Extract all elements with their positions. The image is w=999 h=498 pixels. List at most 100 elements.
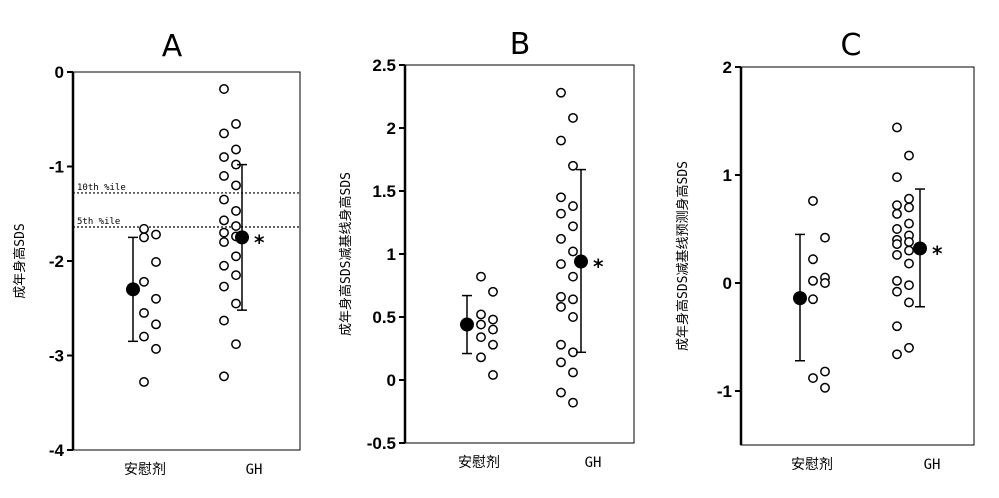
- chart-panel-c: C 2 1 0 -1 成年身高SDS减基线预测身高SDS 安慰剂 GH *: [665, 0, 999, 498]
- reference-line-label: 5th %ile: [77, 217, 120, 227]
- data-point: [568, 367, 578, 378]
- y-tick-label: -1: [717, 382, 732, 401]
- data-point: [904, 342, 914, 353]
- data-point: [892, 224, 902, 234]
- data-point: [151, 343, 161, 354]
- y-tick-label: 1: [387, 245, 396, 264]
- y-tick-label: -1: [49, 158, 64, 177]
- data-point: [820, 278, 830, 288]
- data-point: [892, 122, 902, 133]
- data-point: [568, 347, 578, 358]
- data-point: [476, 271, 486, 282]
- chart-svg-b: B 2.5 2 1.5 1 0.5 0 -0.5 成年身高SDS减基线身高SDS 安慰剂 GH *: [338, 27, 635, 471]
- data-point: [568, 271, 578, 282]
- y-tick-label: 2: [387, 119, 396, 138]
- data-point: [556, 192, 566, 203]
- data-point: [488, 324, 498, 335]
- data-point: [556, 208, 566, 219]
- data-point: [219, 215, 229, 226]
- data-point: [904, 150, 914, 161]
- data-point: [556, 387, 566, 398]
- data-point: [556, 233, 566, 244]
- plot-frame: [72, 71, 301, 451]
- y-tick-label: 0: [723, 274, 732, 293]
- data-point: [568, 221, 578, 232]
- mean-marker: [460, 317, 474, 332]
- data-point: [231, 221, 241, 231]
- significance-marker: *: [593, 255, 604, 279]
- data-point: [808, 195, 818, 206]
- y-tick-label: 0.5: [372, 308, 396, 327]
- data-point: [231, 339, 241, 350]
- y-tick-label: -4: [49, 441, 65, 460]
- data-point: [556, 87, 566, 98]
- data-point: [488, 339, 498, 350]
- y-tick-label: 0: [55, 63, 64, 82]
- data-point: [219, 281, 229, 292]
- data-point: [219, 227, 229, 238]
- data-point: [904, 218, 914, 229]
- data-point: [231, 205, 241, 216]
- chart-svg-c: C 2 1 0 -1 成年身高SDS减基线预测身高SDS 安慰剂 GH *: [675, 28, 975, 473]
- panel-title: B: [510, 27, 531, 62]
- panel-title: C: [841, 28, 862, 63]
- data-point: [892, 249, 902, 260]
- data-point: [892, 200, 902, 211]
- data-point: [820, 382, 830, 393]
- data-point: [556, 291, 566, 302]
- data-point: [139, 331, 149, 342]
- data-point: [556, 135, 566, 146]
- data-point: [892, 286, 902, 297]
- x-category-label: GH: [585, 455, 602, 471]
- chart-panel-b: B 2.5 2 1.5 1 0.5 0 -0.5 成年身高SDS减基线身高SDS 安慰剂 GH *: [330, 0, 665, 498]
- data-point: [808, 294, 818, 305]
- x-category-label: 安慰剂: [458, 454, 500, 471]
- data-point: [892, 239, 902, 250]
- mean-marker: [126, 282, 140, 297]
- data-point: [476, 352, 486, 363]
- data-point: [219, 152, 229, 163]
- data-point: [219, 260, 229, 271]
- y-axis-label: 成年身高SDS: [12, 223, 28, 298]
- significance-marker: *: [932, 241, 943, 265]
- mean-marker: [574, 254, 588, 269]
- x-category-label: 安慰剂: [124, 461, 166, 478]
- y-axis-label: 成年身高SDS减基线预测身高SDS: [675, 161, 691, 351]
- data-point: [556, 259, 566, 270]
- x-category-label: GH: [924, 457, 941, 473]
- data-point: [568, 312, 578, 322]
- data-point: [231, 298, 241, 309]
- data-point: [219, 128, 229, 139]
- data-point: [488, 314, 498, 325]
- data-point: [219, 237, 229, 248]
- data-point: [219, 171, 229, 181]
- chart-svg-a: A 0 -1 -2 -3 -4 成年身高SDS 安慰剂 GH 10th %ile 5th %ile *: [12, 29, 301, 478]
- y-tick-label: 2: [723, 58, 732, 77]
- data-point: [892, 275, 902, 286]
- y-tick-label: 1.5: [372, 182, 396, 201]
- y-tick-label: -3: [49, 347, 64, 366]
- data-point: [892, 172, 902, 183]
- data-point: [231, 180, 241, 191]
- data-point: [904, 193, 914, 204]
- data-point: [476, 309, 486, 320]
- data-point: [568, 112, 578, 123]
- data-point: [476, 319, 486, 330]
- data-point: [231, 251, 241, 262]
- data-point: [808, 373, 818, 383]
- data-point: [568, 160, 578, 171]
- data-point: [556, 339, 566, 350]
- y-tick-label: -0.5: [367, 434, 396, 453]
- data-point: [139, 377, 149, 387]
- data-point: [904, 280, 914, 291]
- data-point: [151, 319, 161, 330]
- data-point: [151, 256, 161, 267]
- data-point: [820, 232, 830, 243]
- significance-marker: *: [254, 230, 265, 254]
- data-point: [231, 270, 241, 281]
- data-point: [151, 293, 161, 304]
- data-point: [488, 370, 498, 380]
- data-point: [231, 144, 241, 155]
- reference-line-label: 10th %ile: [77, 183, 126, 193]
- mean-marker: [235, 230, 249, 245]
